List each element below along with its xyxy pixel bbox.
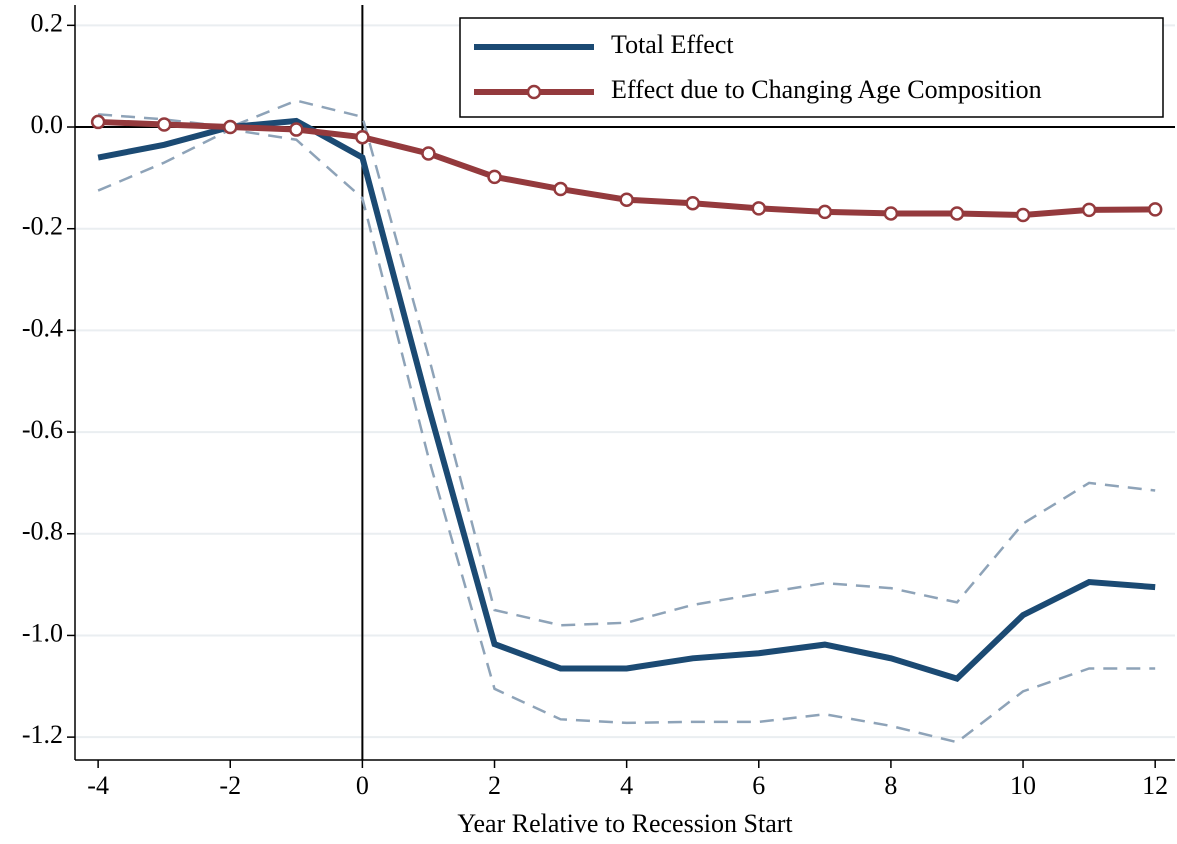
legend-marker [526,84,542,100]
y-tick-label: -0.6 [22,415,63,444]
x-tick-label: -2 [219,771,241,800]
point-marker [487,169,502,185]
y-tick-label: 0.2 [31,8,64,37]
legend-label: Effect due to Changing Age Composition [611,75,1042,104]
point-marker [619,192,634,207]
x-tick-label: 10 [1010,771,1036,800]
point-marker [751,201,767,216]
point-marker [817,204,833,220]
x-tick-label: 2 [488,771,501,800]
point-marker [949,206,965,221]
x-tick-label: 0 [356,771,369,800]
y-tick-label: -1.0 [22,618,63,647]
ci-line [98,99,1156,627]
point-marker [90,114,106,130]
legend-box [459,17,1164,118]
series-line [97,117,1156,683]
ci-line [97,128,1156,744]
x-tick-label: 6 [752,771,765,800]
x-tick-label: 12 [1142,771,1168,800]
y-tick-label: -0.8 [22,517,63,546]
point-marker [1015,207,1031,223]
legend-label: Total Effect [611,30,734,59]
x-tick-label: -4 [87,771,109,800]
y-tick-label: -0.4 [22,313,63,342]
point-marker [1081,202,1097,218]
point-marker [553,181,568,197]
point-marker [156,117,172,132]
x-axis-label: Year Relative to Recession Start [457,809,793,838]
x-tick-label: 4 [620,771,633,800]
point-marker [685,196,700,211]
point-marker [421,146,436,161]
point-marker [289,122,304,137]
point-marker [883,206,899,221]
point-marker [355,129,370,145]
y-tick-label: -0.2 [22,212,63,241]
x-tick-label: 8 [884,771,897,800]
y-tick-label: 0.0 [31,110,64,139]
y-tick-label: -1.2 [22,720,63,749]
point-marker [223,119,238,135]
point-marker [1147,202,1163,217]
